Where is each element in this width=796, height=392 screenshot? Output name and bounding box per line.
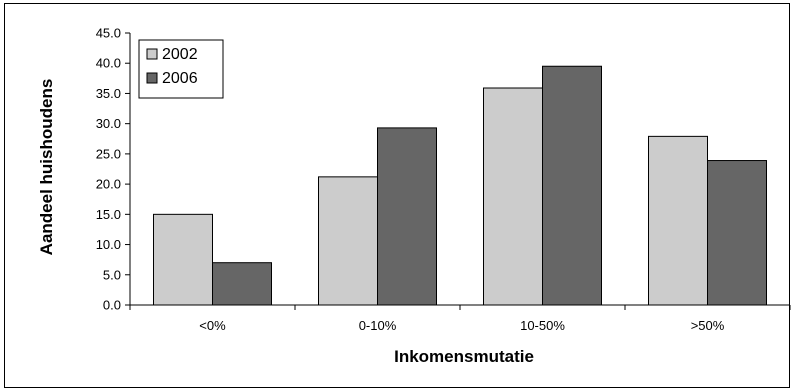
x-tick-label: <0% bbox=[199, 318, 226, 333]
x-axis-title: Inkomensmutatie bbox=[394, 347, 534, 366]
y-tick-label: 0.0 bbox=[103, 298, 121, 313]
y-tick-label: 30.0 bbox=[96, 116, 121, 131]
y-tick-label: 5.0 bbox=[103, 267, 121, 282]
bar-2006-1 bbox=[377, 127, 437, 306]
bar-2006-2 bbox=[542, 65, 602, 306]
legend-label-2006: 2006 bbox=[162, 70, 198, 87]
legend-swatch-2002 bbox=[146, 48, 158, 60]
y-tick-label: 15.0 bbox=[96, 207, 121, 222]
bar-2002-2 bbox=[483, 87, 543, 306]
legend: 2002 2006 bbox=[138, 39, 224, 99]
y-axis-title: Aandeel huishoudens bbox=[37, 79, 56, 256]
bar-2006-3 bbox=[707, 160, 767, 306]
y-tick-label: 10.0 bbox=[96, 237, 121, 252]
y-tick-label: 35.0 bbox=[96, 86, 121, 101]
legend-label-2002: 2002 bbox=[162, 46, 198, 63]
bars-group bbox=[153, 65, 767, 306]
axes-group: 0.0 5.0 10.0 15.0 20.0 25.0 30.0 35.0 40.0 45.0 <0… bbox=[96, 26, 791, 333]
y-tick-label: 25.0 bbox=[96, 146, 121, 161]
x-tick-label: >50% bbox=[691, 318, 725, 333]
bar-2002-0 bbox=[153, 213, 213, 306]
legend-swatch-2006 bbox=[146, 72, 158, 84]
bar-2002-1 bbox=[318, 176, 378, 306]
x-tick-label: 10-50% bbox=[520, 318, 565, 333]
y-tick-label: 45.0 bbox=[96, 26, 121, 41]
y-tick-label: 20.0 bbox=[96, 177, 121, 192]
bar-2002-3 bbox=[648, 135, 708, 306]
y-tick-label: 40.0 bbox=[96, 56, 121, 71]
bar-2006-0 bbox=[212, 262, 272, 306]
x-tick-label: 0-10% bbox=[359, 318, 397, 333]
